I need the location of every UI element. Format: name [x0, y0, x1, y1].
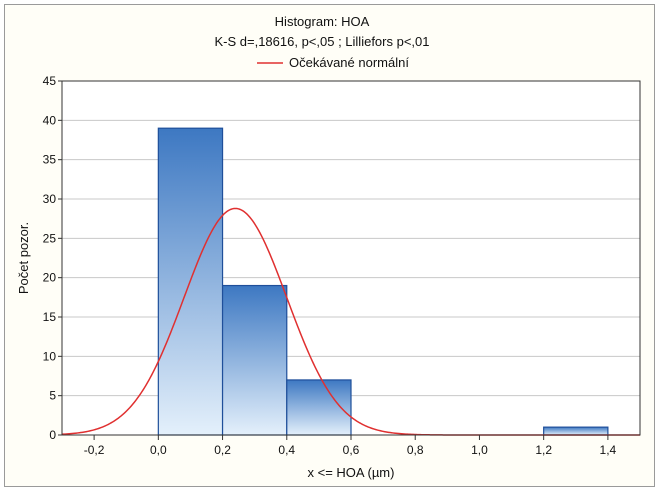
x-axis: -0,2 0,0 0,2 0,4 0,6 0,8 1,0 1,2 1,4 [84, 435, 617, 457]
y-tick-label: 25 [43, 231, 57, 245]
histogram-bar [543, 426, 609, 436]
y-tick-label: 40 [43, 113, 57, 127]
chart-title: Histogram: HOA [275, 14, 370, 29]
x-tick-label: 0,8 [407, 443, 424, 457]
x-axis-label: x <= HOA (µm) [308, 465, 395, 480]
y-tick-label: 35 [43, 153, 57, 167]
x-tick-label: 0,0 [150, 443, 167, 457]
y-tick-label: 30 [43, 192, 57, 206]
x-tick-label: -0,2 [84, 443, 105, 457]
y-tick-label: 5 [49, 389, 56, 403]
legend: Očekávané normální [257, 55, 409, 70]
x-tick-label: 0,2 [214, 443, 231, 457]
x-tick-label: 0,6 [343, 443, 360, 457]
legend-label: Očekávané normální [289, 55, 409, 70]
x-tick-label: 1,0 [471, 443, 488, 457]
chart-subtitle: K-S d=,18616, p<,05 ; Lilliefors p<,01 [214, 34, 429, 49]
y-tick-label: 15 [43, 310, 57, 324]
histogram-chart: Histogram: HOA K-S d=,18616, p<,05 ; Lil… [16, 14, 641, 480]
x-tick-label: 1,2 [535, 443, 552, 457]
chart-frame: Histogram: HOA K-S d=,18616, p<,05 ; Lil… [4, 4, 655, 487]
y-axis-label: Počet pozor. [16, 222, 31, 294]
y-tick-label: 45 [43, 74, 57, 88]
y-tick-label: 10 [43, 349, 57, 363]
x-tick-label: 1,4 [600, 443, 617, 457]
histogram-bar [221, 284, 288, 436]
x-tick-label: 0,4 [278, 443, 295, 457]
y-tick-label: 0 [49, 428, 56, 442]
y-tick-label: 20 [43, 271, 57, 285]
y-axis: 0 5 10 15 20 25 30 35 40 45 [43, 74, 62, 442]
